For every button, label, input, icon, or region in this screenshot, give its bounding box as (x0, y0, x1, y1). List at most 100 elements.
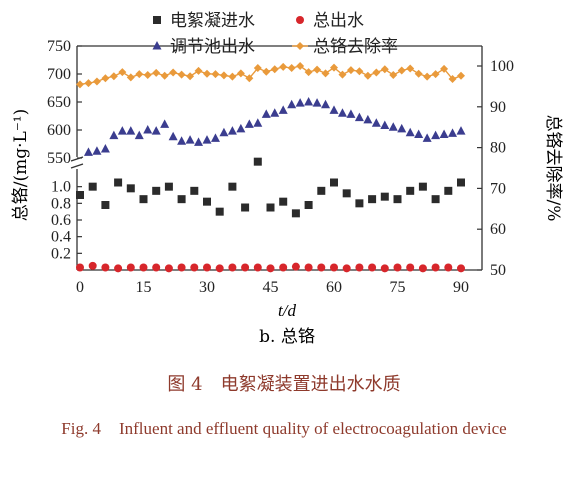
data-point (431, 263, 440, 272)
legend-marker (296, 16, 304, 24)
y-right-tick-label: 100 (490, 58, 514, 75)
data-point (397, 123, 407, 133)
y-axis-label-right: 总铬去除率/% (543, 115, 563, 222)
data-point (380, 120, 390, 130)
data-point (76, 80, 84, 89)
data-point (143, 70, 152, 79)
data-point (244, 119, 254, 128)
figure-caption-en: Fig. 4 Influent and effluent quality of e… (0, 412, 568, 446)
data-point (160, 71, 169, 80)
legend-item: 电絮凝进水 (153, 11, 255, 31)
data-point (117, 126, 127, 135)
data-point (304, 97, 314, 106)
data-point (134, 130, 144, 140)
data-point (215, 207, 224, 216)
x-tick-label: 75 (390, 279, 406, 296)
data-point (439, 129, 449, 138)
data-point (423, 72, 432, 81)
data-point (168, 131, 178, 141)
data-point (202, 135, 212, 144)
y-left-tick-label: 0.8 (51, 195, 71, 212)
data-point (380, 192, 389, 201)
data-point (203, 263, 211, 272)
y-axis-label-left: 总铬/(mg·L⁻¹) (11, 109, 31, 221)
data-point (329, 105, 339, 114)
data-point (321, 99, 331, 109)
data-point (143, 125, 153, 134)
data-point (92, 146, 102, 155)
data-point (440, 64, 449, 73)
data-point (83, 147, 93, 156)
data-point (279, 62, 288, 71)
data-point (457, 264, 465, 273)
data-point (330, 263, 338, 272)
data-point (88, 261, 97, 270)
data-point (211, 70, 220, 79)
data-point (164, 182, 173, 191)
axis-break-mark (70, 163, 84, 169)
data-point (139, 263, 148, 272)
x-tick-label: 15 (136, 279, 152, 296)
data-point (135, 70, 144, 79)
figure-caption-en-text: Influent and effluent quality of electro… (118, 419, 507, 438)
legend-label: 调节池出水 (170, 37, 255, 57)
data-point (355, 199, 364, 208)
data-point (304, 201, 313, 209)
y-right-tick-label: 60 (490, 221, 506, 238)
series-3 (83, 97, 466, 156)
data-point (431, 70, 440, 79)
data-point (313, 65, 322, 74)
data-point (190, 263, 199, 272)
data-point (245, 74, 254, 83)
data-point (139, 195, 148, 204)
data-point (76, 191, 84, 199)
x-tick-label: 90 (453, 279, 469, 296)
data-point (405, 127, 415, 137)
chart-subtitle: b. 总铬 (259, 327, 315, 347)
series-2 (76, 261, 465, 273)
data-point (152, 263, 161, 272)
data-point (456, 126, 466, 135)
y-left-tick-label: 0.4 (51, 229, 71, 246)
data-point (414, 69, 423, 78)
axes: 0 15 30 45 60 75 90 0.20.40.60.81.0 550 600 650 700… (47, 38, 514, 296)
data-point (406, 263, 415, 272)
data-point (126, 73, 135, 82)
data-point (406, 186, 415, 195)
data-point (321, 69, 330, 78)
data-point (317, 186, 326, 195)
data-point (109, 130, 119, 140)
data-point (92, 77, 101, 86)
data-point (304, 68, 313, 77)
data-point (101, 74, 110, 83)
data-point (397, 66, 406, 75)
data-point (448, 75, 457, 84)
data-point (444, 263, 453, 272)
data-point (219, 71, 228, 80)
data-point (126, 263, 135, 272)
data-point (431, 130, 441, 140)
legend-marker (152, 41, 162, 50)
data-point (88, 182, 97, 191)
data-point (317, 263, 326, 272)
data-point (431, 195, 440, 204)
legend-marker (153, 16, 161, 24)
figure-caption-en-label: Fig. 4 (61, 419, 101, 438)
data-point (219, 127, 229, 137)
data-point (194, 66, 203, 75)
data-point (355, 263, 364, 272)
data-point (261, 109, 271, 118)
data-point (380, 264, 389, 273)
data-point (236, 69, 245, 78)
data-point (203, 197, 211, 206)
legend-label: 总铬去除率 (313, 37, 398, 57)
data-point (186, 72, 195, 81)
data-point (279, 197, 288, 206)
data-point (418, 182, 427, 191)
data-point (363, 114, 373, 124)
data-point (346, 66, 355, 75)
data-point (253, 157, 262, 166)
figure-caption-cn: 图 4 电絮凝装置进出水水质 (167, 374, 401, 395)
data-point (393, 195, 402, 204)
legend-label: 总出水 (313, 11, 364, 31)
